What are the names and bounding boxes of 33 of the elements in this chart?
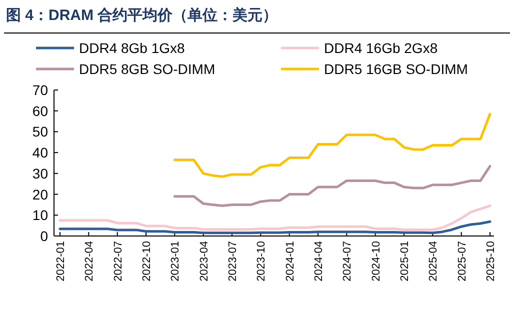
y-tick-label: 10 — [32, 207, 48, 224]
chart-title: 图 4：DRAM 合约平均价（单位：美元） — [6, 6, 278, 24]
legend-label: DDR5 8GB SO-DIMM — [79, 61, 216, 77]
x-tick-label: 2024-01 — [284, 241, 296, 282]
y-tick-label: 30 — [32, 165, 48, 182]
line-series — [58, 204, 492, 231]
line-series — [58, 220, 492, 234]
y-tick-label: 20 — [32, 186, 48, 202]
y-tick-label: 70 — [32, 82, 48, 98]
x-tick-label: 2023-04 — [198, 241, 210, 282]
x-tick-label: 2025-07 — [456, 241, 468, 282]
x-tick-label: 2023-01 — [170, 241, 182, 282]
line-series — [173, 112, 492, 178]
legend-label: DDR4 16Gb 2Gx8 — [324, 40, 438, 56]
legend-label: DDR4 8Gb 1Gx8 — [79, 40, 186, 56]
x-tick-label: 2024-10 — [370, 241, 382, 282]
x-tick-label: 2023-07 — [227, 241, 239, 282]
x-tick-label: 2022-04 — [84, 241, 96, 282]
line-series — [173, 164, 492, 208]
x-tick-label: 2025-01 — [399, 241, 411, 282]
y-tick-label: 40 — [32, 144, 48, 161]
x-tick-label: 2022-10 — [141, 241, 153, 282]
x-tick-label: 2023-10 — [256, 241, 268, 282]
y-tick-label: 60 — [32, 102, 48, 119]
x-tick-label: 2024-04 — [313, 241, 325, 282]
y-tick-label: 0 — [40, 228, 48, 244]
x-tick-label: 2024-07 — [342, 241, 354, 282]
x-tick-label: 2025-04 — [428, 241, 440, 282]
x-tick-label: 2022-01 — [55, 241, 67, 282]
x-tick-label: 2025-10 — [485, 241, 497, 282]
x-tick-label: 2022-07 — [112, 241, 124, 282]
legend-label: DDR5 16GB SO-DIMM — [324, 61, 468, 77]
y-tick-label: 50 — [32, 124, 48, 140]
